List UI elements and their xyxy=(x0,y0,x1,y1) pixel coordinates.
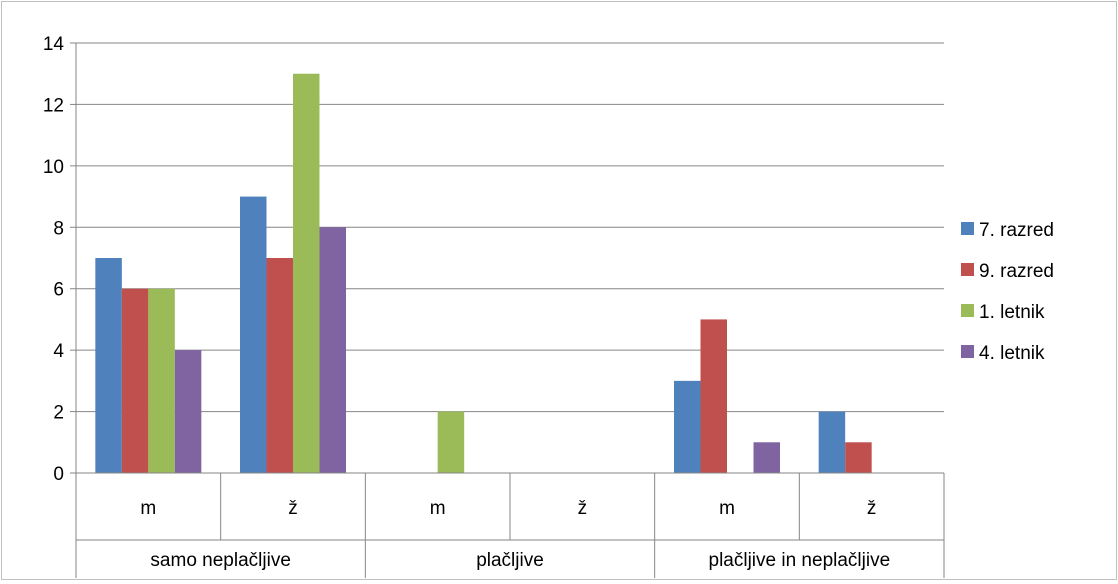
bar xyxy=(293,73,320,473)
bar xyxy=(437,411,465,473)
legend-swatch xyxy=(961,345,974,358)
legend-label: 1. letnik xyxy=(979,302,1045,323)
legend: 7. razred 9. razred 1. letnik 4. letnik xyxy=(961,220,1054,364)
x-tick-label: m xyxy=(140,498,156,519)
legend-swatch xyxy=(961,222,974,235)
y-tick-label: 12 xyxy=(43,95,64,116)
x-tick-label: ž xyxy=(288,498,298,519)
bar xyxy=(674,380,701,473)
y-tick-label: 14 xyxy=(43,34,65,55)
bar xyxy=(753,442,780,473)
legend-swatch xyxy=(961,304,974,317)
y-tick-label: 10 xyxy=(43,157,64,178)
x-group-label: plačljive xyxy=(476,550,544,571)
y-tick-label: 6 xyxy=(53,280,64,301)
bar xyxy=(700,319,727,473)
bar xyxy=(845,442,872,473)
x-tick-label: ž xyxy=(867,498,877,519)
legend-label: 4. letnik xyxy=(979,343,1045,364)
bar xyxy=(240,196,267,474)
axes: 0 2 4 6 8 10 12 14 m ž m ž m ž samo neplačljive plačlji… xyxy=(43,34,945,578)
x-tick-label: ž xyxy=(578,498,588,519)
y-tick-label: 2 xyxy=(53,403,64,424)
x-group-label: samo neplačljive xyxy=(150,550,290,571)
bar xyxy=(95,258,122,473)
y-tick-label: 8 xyxy=(53,218,64,239)
x-group-label: plačljive in neplačljive xyxy=(709,550,891,571)
legend-swatch xyxy=(961,263,974,276)
bars xyxy=(95,73,872,474)
bar xyxy=(319,227,346,473)
bar xyxy=(266,258,293,473)
legend-label: 9. razred xyxy=(979,261,1054,282)
legend-label: 7. razred xyxy=(979,220,1054,241)
x-tick-label: m xyxy=(719,498,735,519)
bar xyxy=(148,288,175,473)
bar xyxy=(121,288,149,473)
y-tick-label: 4 xyxy=(53,341,64,362)
gridlines xyxy=(76,42,944,413)
bar xyxy=(818,411,846,473)
y-tick-label: 0 xyxy=(53,464,64,485)
bar xyxy=(174,350,202,473)
x-tick-label: m xyxy=(430,498,446,519)
